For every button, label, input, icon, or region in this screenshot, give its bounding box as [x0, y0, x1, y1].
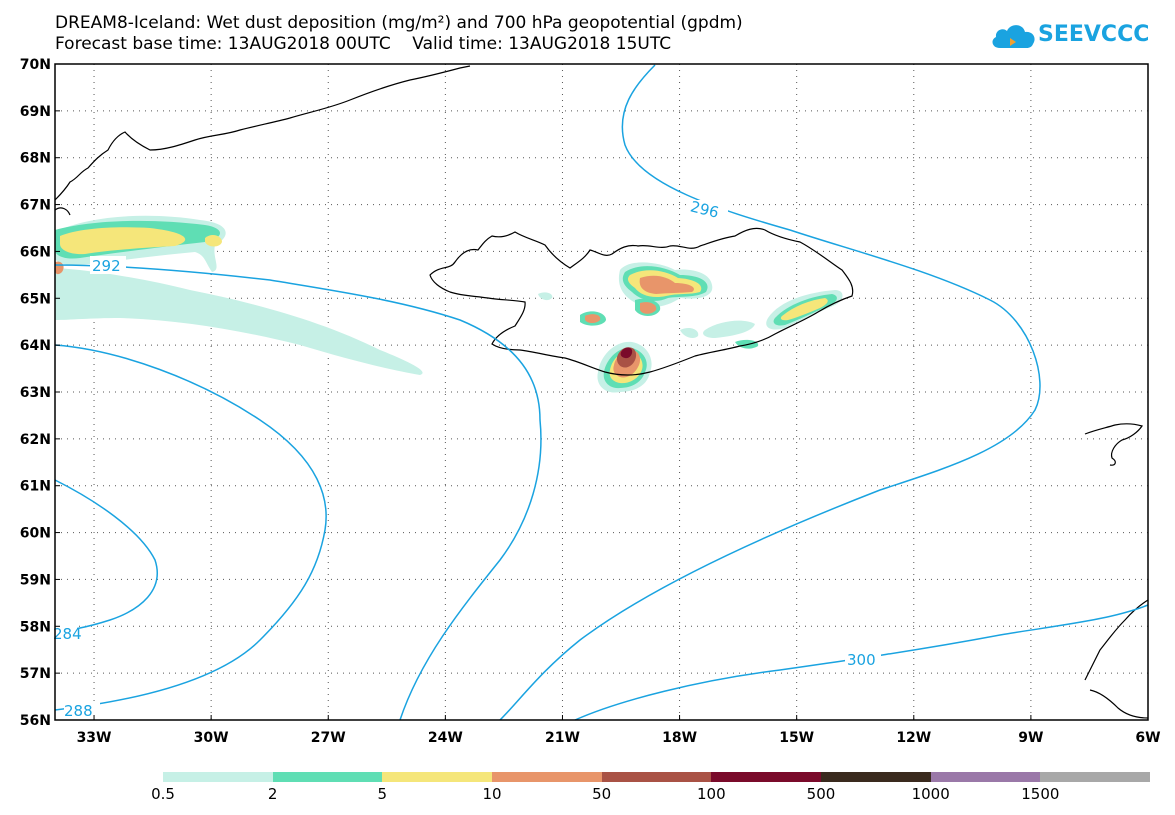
legend-swatch — [930, 772, 1041, 782]
lat-label: 68N — [20, 151, 51, 167]
contour-292 — [54, 264, 542, 721]
dust-iceland-north-b10 — [639, 275, 695, 294]
lon-label: 27W — [311, 730, 346, 746]
legend-swatch — [711, 772, 822, 782]
lon-label: 15W — [779, 730, 814, 746]
lat-label: 57N — [20, 666, 51, 682]
legend-swatch — [1040, 772, 1151, 782]
lon-label: 24W — [428, 730, 463, 746]
faroe-coast — [1084, 423, 1143, 466]
legend-swatch — [492, 772, 602, 782]
lon-label: 9W — [1018, 730, 1043, 746]
lon-label: 21W — [545, 730, 580, 746]
dust-iceland-east2 — [703, 320, 755, 338]
dust-iceland-small1b — [640, 302, 657, 314]
legend-label: 50 — [592, 785, 612, 803]
lat-label: 69N — [20, 104, 51, 120]
geopotential-contours — [54, 64, 1149, 721]
lat-label: 66N — [20, 244, 51, 260]
dust-plume-tail — [55, 268, 423, 375]
lat-label: 59N — [20, 572, 51, 588]
lat-label: 58N — [20, 619, 51, 635]
contour-label-292: 292 — [92, 257, 121, 275]
lat-label: 63N — [20, 385, 51, 401]
logo-text: SEEVCCC — [1038, 22, 1150, 47]
color-legend — [163, 772, 1151, 782]
contour-label-288: 288 — [64, 702, 93, 720]
contour-296 — [499, 64, 1041, 721]
dust-iceland-small3 — [538, 292, 553, 301]
legend-label: 1000 — [911, 785, 950, 803]
contour-label-group: 296 292 300 284 288 — [53, 197, 881, 720]
legend-swatch — [163, 772, 273, 782]
contour-288 — [54, 344, 327, 711]
lon-label: 12W — [896, 730, 931, 746]
legend-label: 10 — [482, 785, 502, 803]
seevccc-logo: SEEVCCC — [990, 18, 1165, 58]
legend-swatch — [601, 772, 712, 782]
legend-label: 1500 — [1021, 785, 1060, 803]
map-title: DREAM8-Iceland: Wet dust deposition (mg/… — [55, 13, 743, 33]
greenland-coast — [54, 65, 471, 216]
dust-iceland-south-b100 — [620, 347, 633, 359]
legend-swatch — [382, 772, 493, 782]
dust-deposition-field — [55, 215, 843, 393]
legend-label: 5 — [377, 785, 388, 803]
dust-west-small — [205, 235, 222, 247]
graticule — [55, 64, 1148, 720]
contour-label-300: 300 — [847, 651, 876, 669]
lat-label: 65N — [20, 291, 51, 307]
iceland-coast — [429, 227, 854, 376]
legend-label: 2 — [267, 785, 278, 803]
lon-label: 33W — [77, 730, 112, 746]
dust-iceland-east — [680, 327, 699, 338]
lat-label: 67N — [20, 198, 51, 214]
legend-labels: 0.5 2 5 10 50 100 500 1000 1500 — [0, 785, 1175, 805]
legend-label: 100 — [697, 785, 726, 803]
legend-swatch — [821, 772, 931, 782]
dust-iceland-se-b5 — [780, 298, 828, 321]
scotland-coast — [1084, 599, 1149, 719]
lon-label: 18W — [662, 730, 697, 746]
lon-label: 6W — [1135, 730, 1160, 746]
lat-label: 62N — [20, 432, 51, 448]
dust-west-band5 — [60, 227, 186, 255]
legend-label: 500 — [806, 785, 836, 803]
legend-label: 0.5 — [151, 785, 175, 803]
longitude-axis: 33W 30W 27W 24W 21W 18W 15W 12W 9W 6W — [77, 715, 1161, 746]
latitude-axis: 70N 69N 68N 67N 66N 65N 64N 63N 62N 61N 60N 59N 58N 5… — [20, 57, 60, 729]
lat-label: 56N — [20, 713, 51, 729]
contour-label-284: 284 — [53, 625, 82, 643]
dust-iceland-small2b — [585, 314, 601, 323]
lat-label: 61N — [20, 479, 51, 495]
legend-swatch — [272, 772, 383, 782]
lat-label: 60N — [20, 526, 51, 542]
lon-label: 30W — [194, 730, 229, 746]
contour-284 — [54, 479, 158, 633]
map-subtitle: Forecast base time: 13AUG2018 00UTC Vali… — [55, 34, 672, 54]
cloud-icon — [992, 25, 1035, 48]
lat-label: 70N — [20, 57, 51, 73]
lat-label: 64N — [20, 338, 51, 354]
